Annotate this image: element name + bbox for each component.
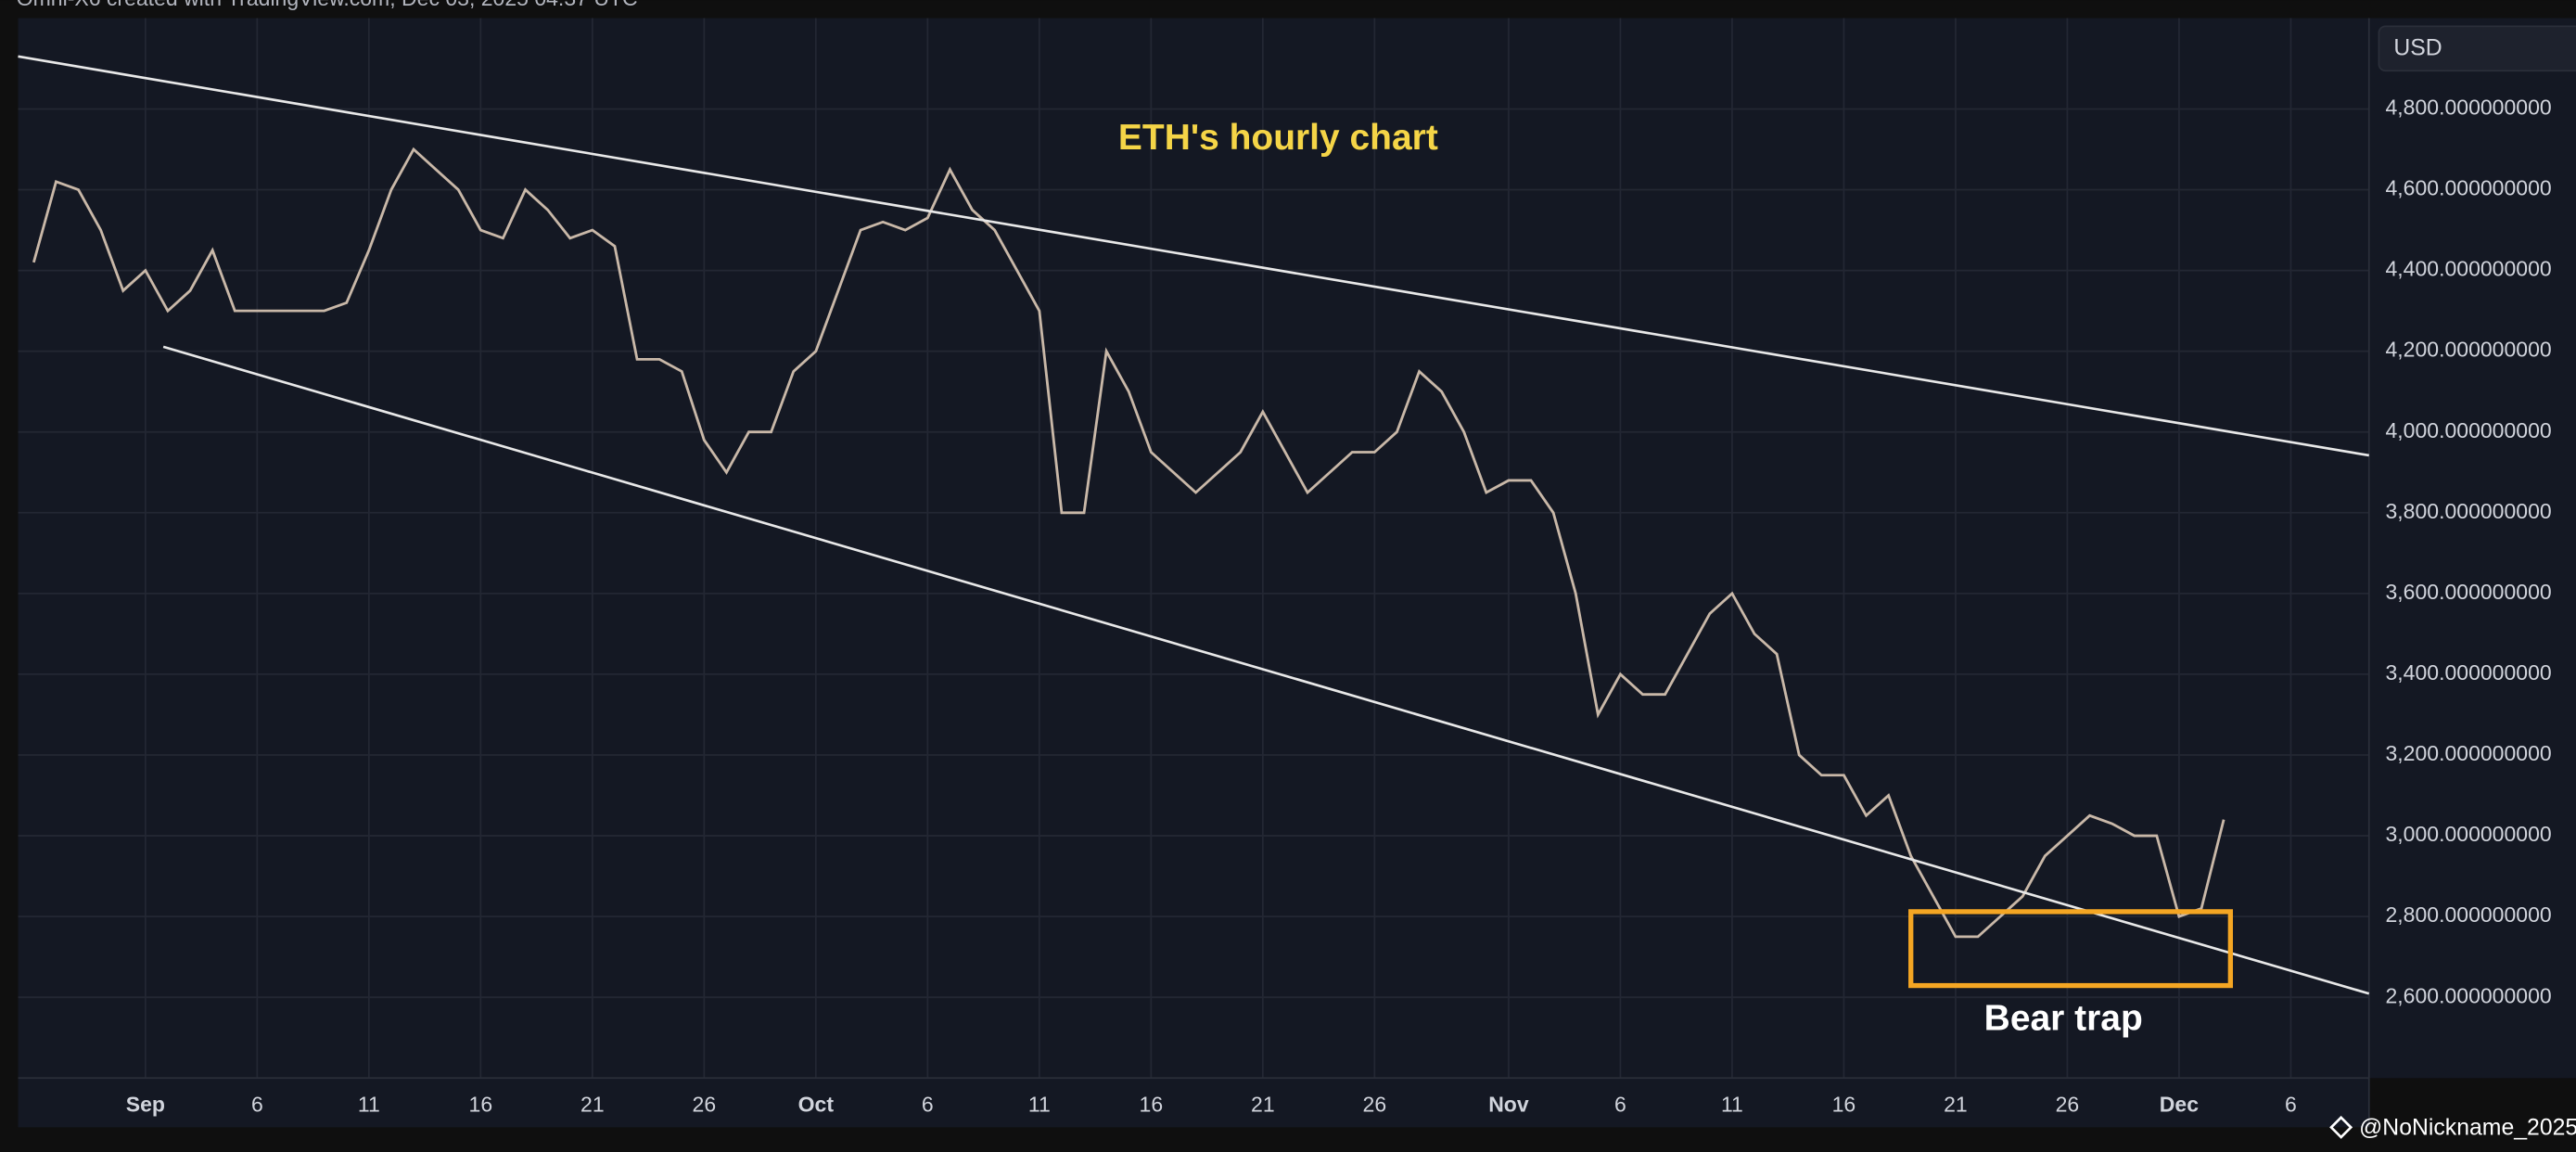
x-tick-label: 11 <box>1028 1092 1051 1116</box>
x-tick-label: 6 <box>2285 1092 2297 1116</box>
bear-trap-box <box>1908 909 2234 989</box>
x-tick-label: Sep <box>126 1092 165 1116</box>
x-tick-label: Oct <box>798 1092 835 1116</box>
currency: USD <box>2393 36 2442 61</box>
annotation: Bear trap <box>1984 999 2143 1039</box>
x-tick-label: 11 <box>1721 1092 1743 1116</box>
y-tick-label: 4,400.000000000 <box>2385 257 2551 281</box>
price-line <box>32 147 2225 939</box>
trendline <box>18 55 2369 457</box>
y-tick-label: 4,200.000000000 <box>2385 338 2551 362</box>
y-tick-label: 2,800.000000000 <box>2385 902 2551 927</box>
plot-area <box>18 18 2369 1079</box>
x-tick-label: 11 <box>358 1092 380 1116</box>
time-axis <box>18 1078 2369 1128</box>
watermark: @NoNickname_2025 <box>2359 1116 2576 1141</box>
y-tick-label: 2,600.000000000 <box>2385 983 2551 1007</box>
x-tick-label: 26 <box>2056 1092 2080 1116</box>
y-tick-label: 4,600.000000000 <box>2385 176 2551 200</box>
y-tick-label: 3,000.000000000 <box>2385 822 2551 846</box>
x-tick-label: 16 <box>469 1092 493 1116</box>
y-tick-label: 3,800.000000000 <box>2385 499 2551 523</box>
x-tick-label: Dec <box>2160 1092 2199 1116</box>
x-tick-label: 21 <box>1251 1092 1275 1116</box>
chart-title: ETH's hourly chart <box>1118 118 1438 158</box>
x-tick-label: 21 <box>580 1092 605 1116</box>
currency-box <box>2378 25 2576 72</box>
x-tick-label: 16 <box>1140 1092 1164 1116</box>
x-tick-label: 26 <box>1363 1092 1387 1116</box>
y-tick-label: 4,800.000000000 <box>2385 96 2551 120</box>
header: Omni-X6 created with TradingView.com, De… <box>17 0 638 10</box>
trendline <box>162 345 2370 995</box>
x-tick-label: 6 <box>251 1092 263 1116</box>
x-tick-label: 26 <box>693 1092 717 1116</box>
x-tick-label: 21 <box>1944 1092 1968 1116</box>
y-tick-label: 3,200.000000000 <box>2385 741 2551 765</box>
x-tick-label: 16 <box>1832 1092 1856 1116</box>
y-tick-label: 3,600.000000000 <box>2385 580 2551 604</box>
x-tick-label: 6 <box>922 1092 934 1116</box>
x-tick-label: 6 <box>1614 1092 1626 1116</box>
y-tick-label: 3,400.000000000 <box>2385 660 2551 685</box>
y-tick-label: 4,000.000000000 <box>2385 418 2551 442</box>
x-tick-label: Nov <box>1488 1092 1529 1116</box>
price-axis <box>2368 18 2576 1079</box>
watermark-icon <box>2329 1115 2353 1139</box>
